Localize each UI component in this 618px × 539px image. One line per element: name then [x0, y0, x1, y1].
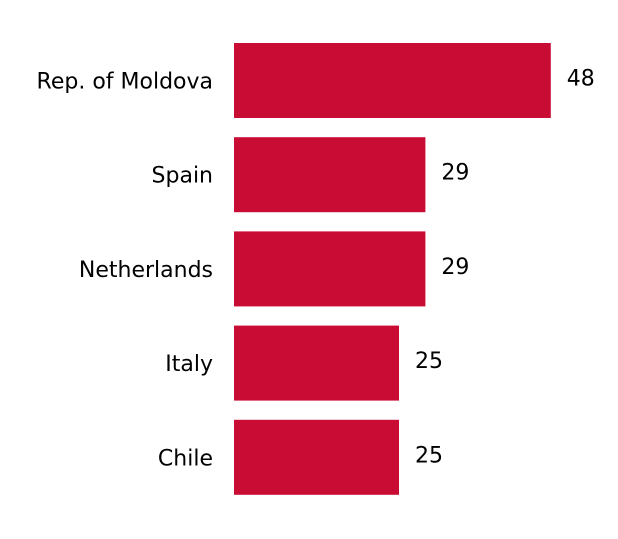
- value-label: 29: [441, 255, 469, 280]
- category-label: Netherlands: [79, 258, 213, 283]
- category-label: Chile: [158, 446, 213, 471]
- bar: [234, 325, 399, 401]
- bar: [234, 43, 551, 118]
- value-label: 48: [567, 67, 595, 92]
- bar: [234, 419, 399, 495]
- bar: [234, 231, 426, 307]
- category-label: Italy: [165, 352, 213, 377]
- value-label: 29: [441, 161, 469, 186]
- value-label: 25: [415, 443, 443, 468]
- value-label: 25: [415, 349, 443, 374]
- category-label: Rep. of Moldova: [37, 70, 213, 95]
- bar: [234, 137, 426, 213]
- category-label: Spain: [152, 164, 213, 189]
